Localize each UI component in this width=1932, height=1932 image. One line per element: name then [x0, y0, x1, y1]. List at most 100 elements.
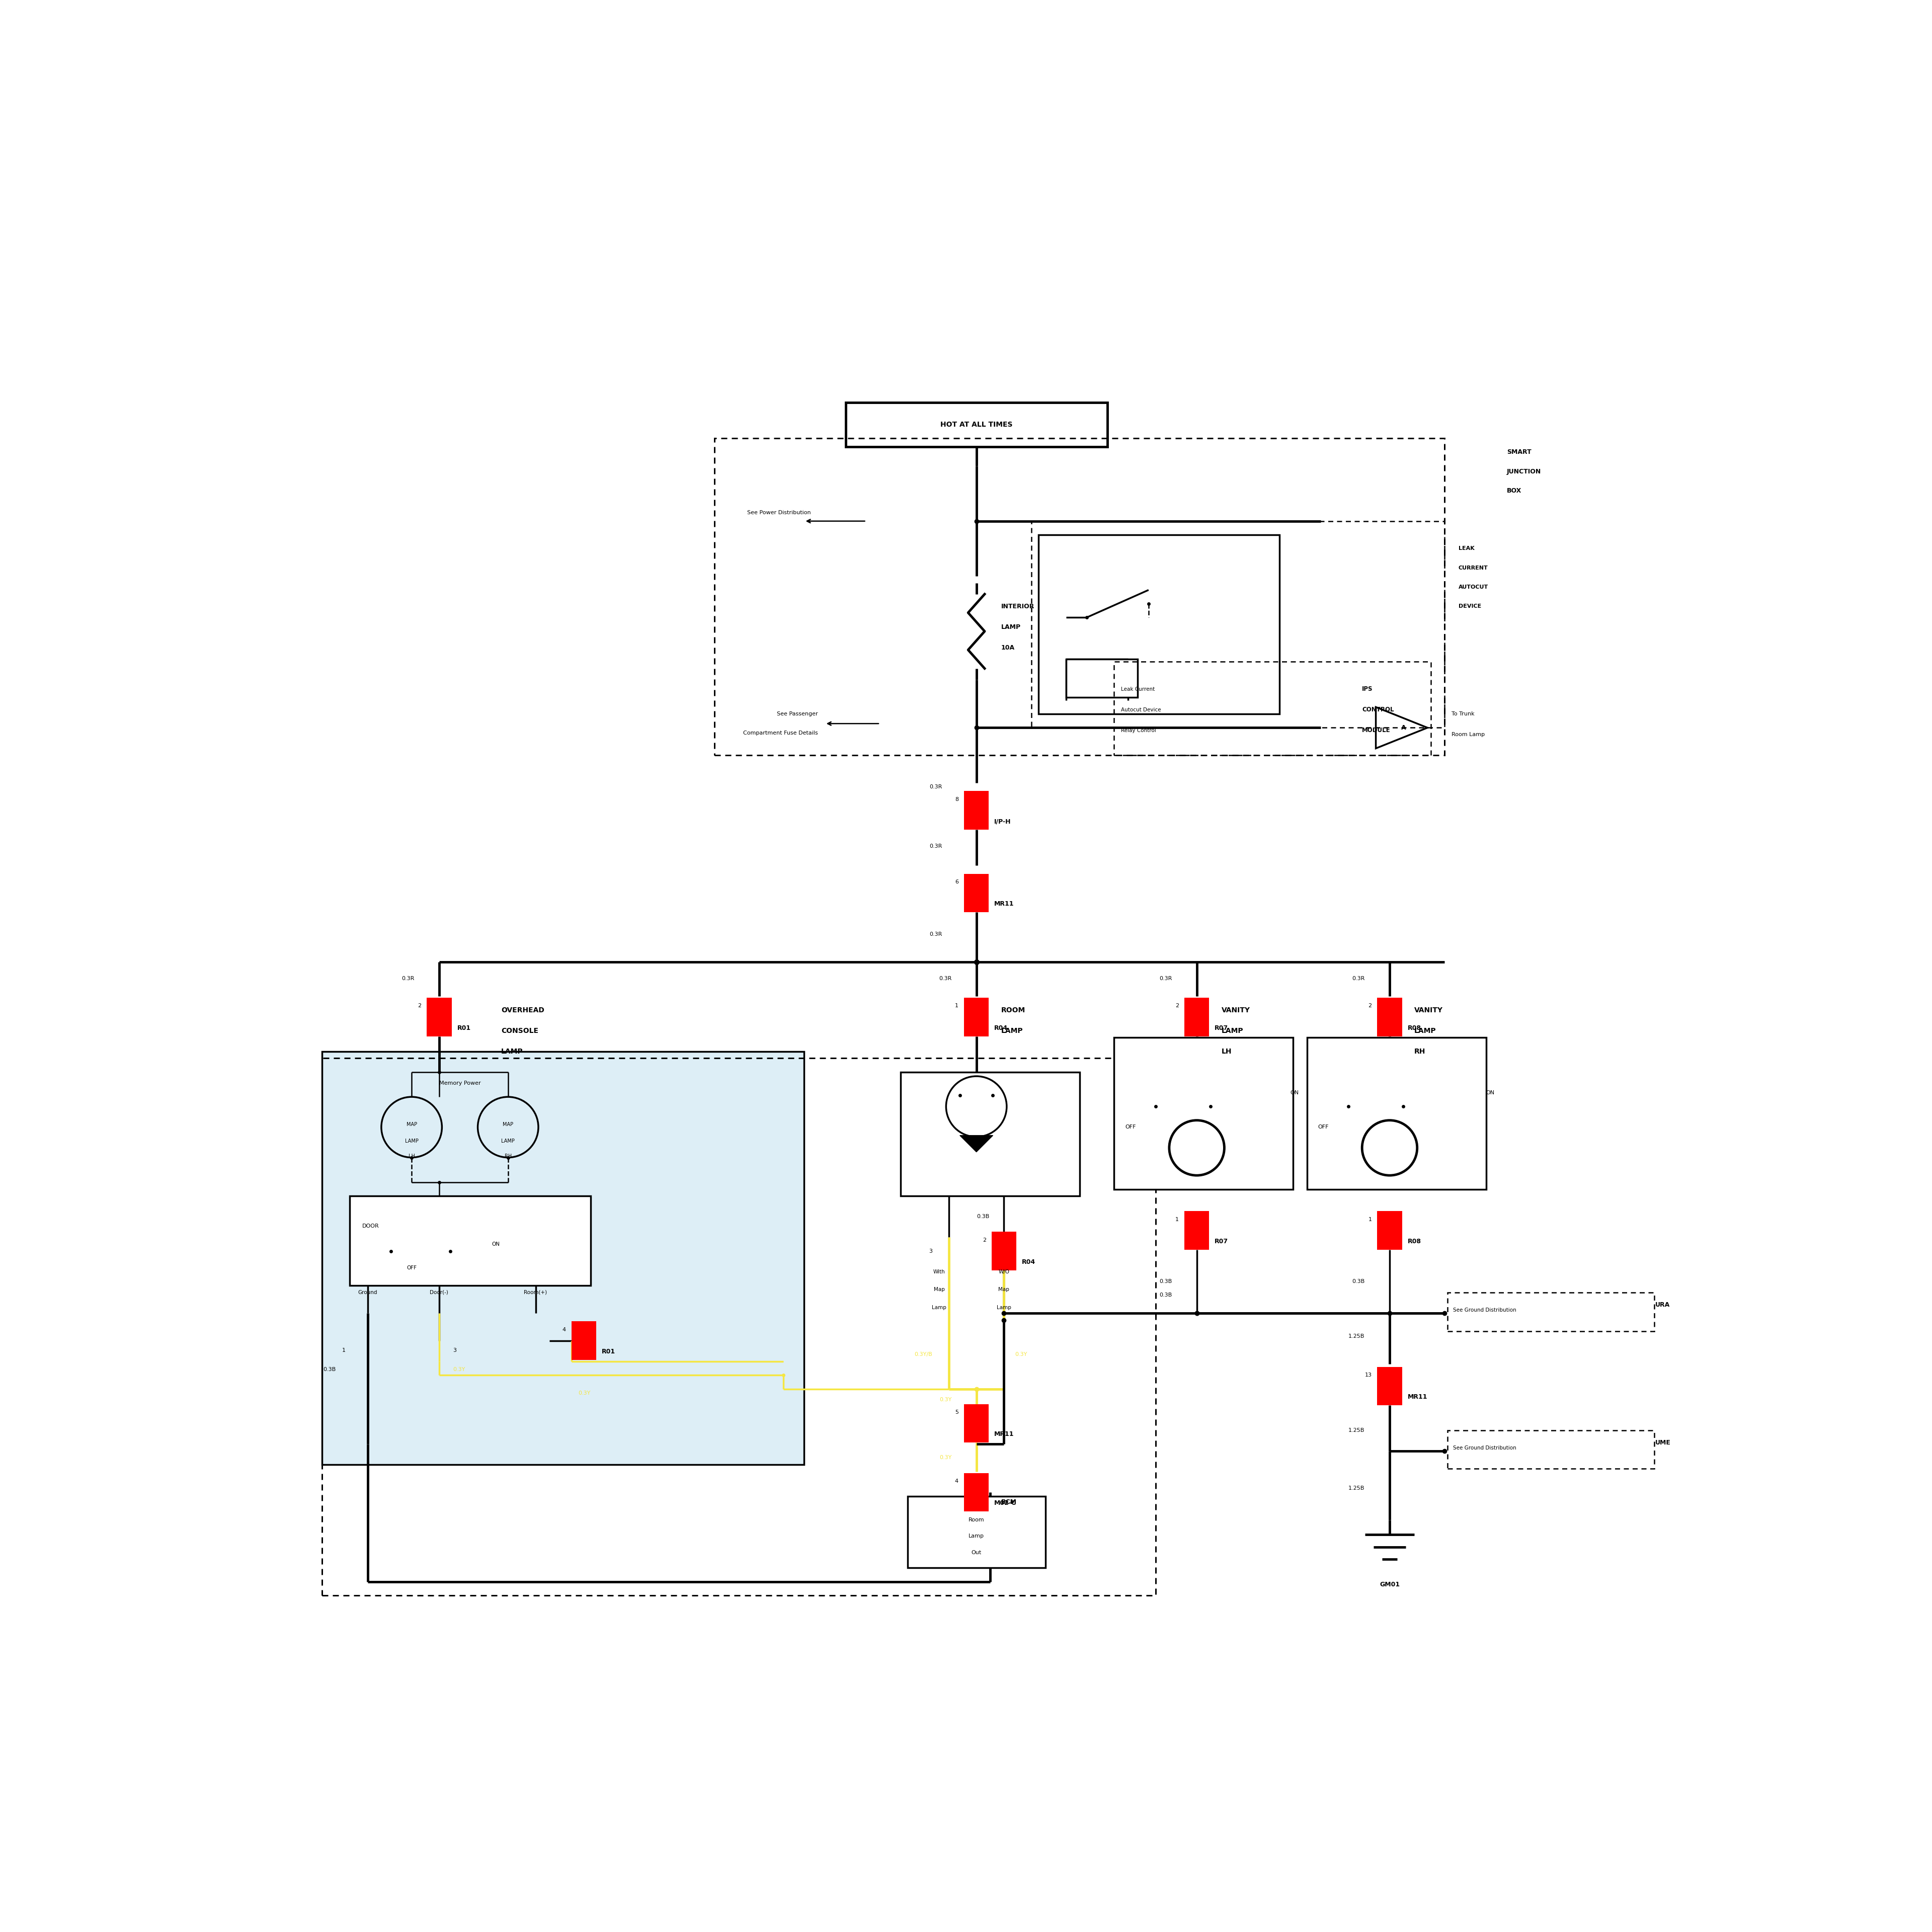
Text: MAP: MAP: [406, 1122, 417, 1126]
Bar: [964, 873, 989, 912]
Bar: [964, 1472, 989, 1511]
Text: UME: UME: [1656, 1439, 1671, 1445]
Text: MAP: MAP: [502, 1122, 514, 1126]
Bar: [900, 1072, 1080, 1196]
Text: 0.3B: 0.3B: [1352, 1279, 1364, 1285]
Text: See Ground Distribution: See Ground Distribution: [1453, 1445, 1517, 1451]
Text: 0.3R: 0.3R: [1159, 976, 1173, 981]
Bar: [1378, 997, 1403, 1036]
Bar: [323, 1051, 804, 1464]
Bar: [427, 997, 452, 1036]
Bar: [991, 1233, 1016, 1271]
Text: OFF: OFF: [1124, 1124, 1136, 1130]
Bar: [1378, 1366, 1403, 1405]
Text: R08: R08: [1408, 1238, 1422, 1244]
Text: MR11: MR11: [995, 1432, 1014, 1437]
Bar: [964, 997, 989, 1036]
Text: 2: 2: [1175, 1003, 1179, 1009]
Bar: [1032, 522, 1445, 728]
Text: 1.25B: 1.25B: [1349, 1486, 1364, 1492]
Text: To Trunk: To Trunk: [1451, 711, 1474, 717]
Text: SMART: SMART: [1507, 448, 1532, 456]
Bar: [846, 402, 1107, 446]
Text: Lamp: Lamp: [968, 1534, 983, 1538]
Text: Out: Out: [972, 1549, 981, 1555]
Text: 0.3Y: 0.3Y: [939, 1397, 952, 1403]
Text: R04: R04: [1022, 1260, 1036, 1265]
Bar: [908, 1495, 1045, 1569]
Text: 0.3B: 0.3B: [1159, 1293, 1173, 1298]
Bar: [1447, 1430, 1654, 1468]
Text: Room(+): Room(+): [524, 1291, 547, 1294]
Text: Map: Map: [933, 1287, 945, 1293]
Bar: [1378, 1211, 1403, 1250]
Text: I/P-H: I/P-H: [995, 817, 1010, 825]
Text: 6: 6: [954, 879, 958, 885]
Text: BCM: BCM: [1001, 1499, 1016, 1505]
Text: See Passenger: See Passenger: [777, 711, 817, 717]
Text: INTERIOR: INTERIOR: [1001, 603, 1034, 611]
Text: LH: LH: [408, 1153, 415, 1159]
Text: 0.3B: 0.3B: [978, 1213, 989, 1219]
Text: 4: 4: [562, 1327, 566, 1333]
Text: LH: LH: [1221, 1047, 1233, 1055]
Text: Door(-): Door(-): [431, 1291, 448, 1294]
Bar: [964, 790, 989, 829]
Text: 0.3R: 0.3R: [1352, 976, 1364, 981]
Text: 0.3R: 0.3R: [929, 844, 943, 848]
Text: 3: 3: [452, 1349, 456, 1352]
Bar: [1184, 1211, 1209, 1250]
Bar: [1115, 661, 1432, 755]
Text: With: With: [933, 1269, 945, 1275]
Text: OFF: OFF: [1318, 1124, 1329, 1130]
Text: LAMP: LAMP: [406, 1138, 419, 1144]
Text: 10A: 10A: [1001, 645, 1014, 651]
Text: See Power Distribution: See Power Distribution: [748, 510, 811, 516]
Text: 2: 2: [417, 1003, 421, 1009]
Text: ON: ON: [1486, 1090, 1495, 1095]
Text: OVERHEAD: OVERHEAD: [500, 1007, 545, 1014]
Text: ROOM: ROOM: [1001, 1007, 1026, 1014]
Text: LAMP: LAMP: [500, 1047, 524, 1055]
Text: R01: R01: [601, 1349, 616, 1354]
Text: 1: 1: [342, 1349, 346, 1352]
Text: 2: 2: [983, 1238, 985, 1242]
Text: Map: Map: [999, 1287, 1009, 1293]
Text: Relay Control: Relay Control: [1121, 728, 1155, 732]
Text: M02-C: M02-C: [995, 1499, 1016, 1507]
Text: 1: 1: [1175, 1217, 1179, 1221]
Bar: [1115, 1037, 1293, 1190]
Text: IPS: IPS: [1362, 686, 1374, 692]
Text: 0.3R: 0.3R: [402, 976, 413, 981]
Text: LAMP: LAMP: [1001, 624, 1020, 630]
Text: 8: 8: [954, 796, 958, 802]
Bar: [1306, 1037, 1486, 1190]
Text: Lamp: Lamp: [931, 1306, 947, 1310]
Text: Compartment Fuse Details: Compartment Fuse Details: [744, 730, 817, 736]
Text: 0.3Y: 0.3Y: [939, 1455, 952, 1461]
Text: 13: 13: [1364, 1372, 1372, 1378]
Text: 1: 1: [954, 1003, 958, 1009]
Text: JUNCTION: JUNCTION: [1507, 468, 1542, 475]
Text: 0.3Y: 0.3Y: [578, 1391, 591, 1395]
Text: VANITY: VANITY: [1221, 1007, 1250, 1014]
Text: 1.25B: 1.25B: [1349, 1333, 1364, 1339]
Text: 4: 4: [954, 1478, 958, 1484]
Text: A: A: [1401, 725, 1406, 730]
Text: CONTROL: CONTROL: [1362, 707, 1395, 713]
Text: HOT AT ALL TIMES: HOT AT ALL TIMES: [941, 421, 1012, 429]
Text: 0.3R: 0.3R: [929, 931, 943, 937]
Text: MR11: MR11: [995, 900, 1014, 908]
Text: 0.3B: 0.3B: [1159, 1279, 1173, 1285]
Bar: [964, 1405, 989, 1443]
Text: Ground: Ground: [357, 1291, 377, 1294]
Text: RH: RH: [504, 1153, 512, 1159]
Bar: [1037, 535, 1279, 715]
Bar: [1184, 997, 1209, 1036]
Text: See Ground Distribution: See Ground Distribution: [1453, 1308, 1517, 1314]
Bar: [350, 1196, 591, 1285]
Text: AUTOCUT: AUTOCUT: [1459, 585, 1488, 589]
Text: CURRENT: CURRENT: [1459, 566, 1488, 570]
Text: DOOR: DOOR: [361, 1223, 379, 1229]
Text: DEVICE: DEVICE: [1459, 605, 1482, 609]
